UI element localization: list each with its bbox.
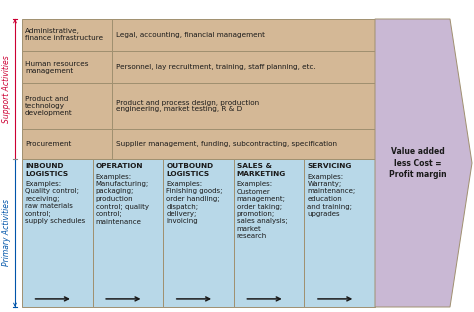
- Text: Administrative,
finance infrastructure: Administrative, finance infrastructure: [25, 28, 103, 41]
- Text: Personnel, lay recruitment, training, staff planning, etc.: Personnel, lay recruitment, training, st…: [116, 64, 316, 70]
- Bar: [112, 19, 375, 51]
- Text: Support Activities: Support Activities: [2, 55, 11, 123]
- Text: Examples:
Finishing goods;
order handling;
dispatch;
delivery;
invoicing: Examples: Finishing goods; order handlin…: [166, 181, 223, 225]
- Bar: [22, 19, 112, 51]
- Bar: [112, 129, 375, 159]
- Bar: [112, 83, 375, 129]
- Bar: [22, 83, 112, 129]
- Bar: [22, 159, 92, 307]
- Bar: [112, 51, 375, 83]
- Polygon shape: [375, 19, 472, 307]
- Text: Examples:
Warranty;
maintenance;
education
and training;
upgrades: Examples: Warranty; maintenance; educati…: [308, 173, 356, 217]
- Text: Value added
less Cost =
Profit margin: Value added less Cost = Profit margin: [389, 147, 447, 179]
- Text: SALES &
MARKETING: SALES & MARKETING: [237, 163, 286, 177]
- Text: Product and process design, production
engineering, market testing, R & D: Product and process design, production e…: [116, 100, 259, 113]
- Text: Procurement: Procurement: [25, 141, 72, 147]
- Bar: [92, 159, 163, 307]
- Text: Human resources
management: Human resources management: [25, 61, 89, 74]
- Text: Examples:
Customer
management;
order taking;
promotion;
sales analysis;
market
r: Examples: Customer management; order tak…: [237, 181, 288, 240]
- Text: OPERATION: OPERATION: [96, 163, 143, 169]
- Text: OUTBOUND
LOGISTICS: OUTBOUND LOGISTICS: [166, 163, 213, 177]
- Bar: [22, 129, 112, 159]
- Text: Examples:
Quality control;
receiving;
raw materials
control;
supply schedules: Examples: Quality control; receiving; ra…: [25, 181, 85, 225]
- Bar: [163, 159, 234, 307]
- Text: SERVICING: SERVICING: [308, 163, 352, 169]
- Text: Supplier management, funding, subcontracting, specification: Supplier management, funding, subcontrac…: [116, 141, 337, 147]
- Bar: [304, 159, 375, 307]
- Text: Legal, accounting, financial management: Legal, accounting, financial management: [116, 32, 265, 38]
- Text: Product and
technology
development: Product and technology development: [25, 96, 73, 116]
- Text: INBOUND
LOGISTICS: INBOUND LOGISTICS: [25, 163, 68, 177]
- Bar: [234, 159, 304, 307]
- Bar: [22, 51, 112, 83]
- Text: Examples:
Manufacturing;
packaging;
production
control; quality
control;
mainten: Examples: Manufacturing; packaging; prod…: [96, 173, 149, 225]
- Text: Primary Activities: Primary Activities: [2, 199, 11, 266]
